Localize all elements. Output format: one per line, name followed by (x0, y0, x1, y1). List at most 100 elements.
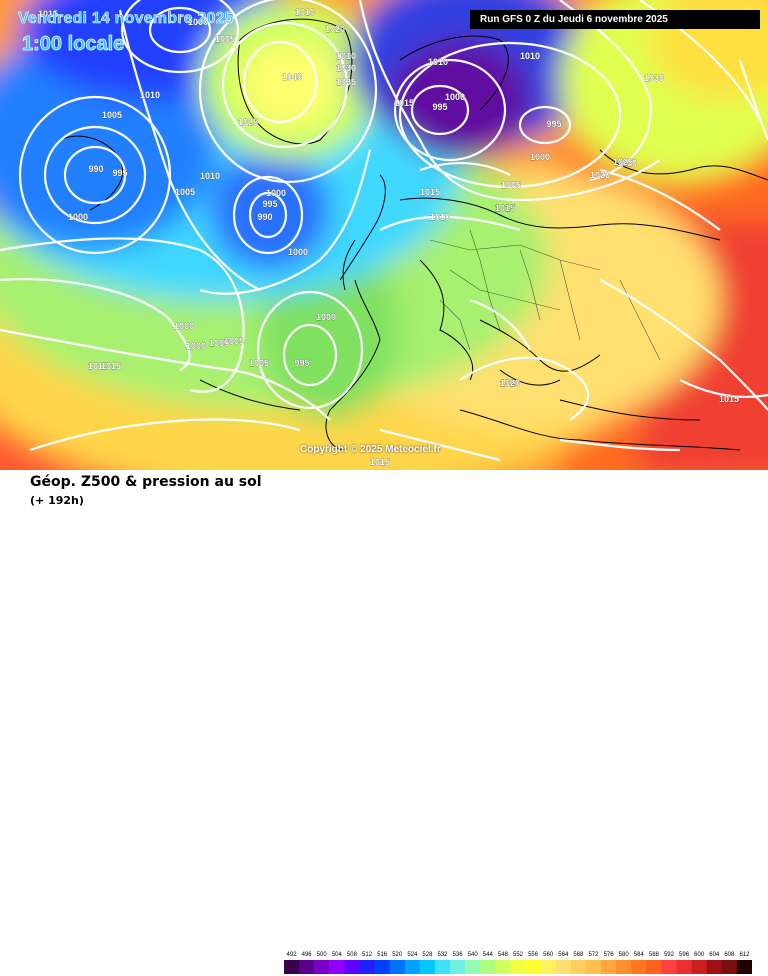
legend-tick-label: 592 (664, 952, 675, 958)
legend-tick-label: 536 (453, 952, 464, 958)
legend-swatch (736, 960, 752, 974)
isobar-label: 1010 (520, 51, 540, 61)
isobar-label: 995 (432, 102, 447, 112)
isobar-label: 1010 (140, 90, 160, 100)
isobar-label: 1015 (88, 361, 108, 371)
isobar-label: 1035 (336, 77, 356, 87)
legend-swatch (616, 960, 632, 974)
isobar-label: 1020 (617, 158, 637, 168)
legend-tick-label: 508 (347, 952, 358, 958)
legend-tick-label: 544 (483, 952, 494, 958)
isobar-label: 1015 (101, 361, 121, 371)
isobar-label: 1015 (719, 394, 739, 404)
legend-swatch (450, 960, 466, 974)
legend-tick-label: 492 (287, 952, 298, 958)
isobar-label: 1030 (336, 63, 356, 73)
coastlines (59, 18, 768, 451)
legend-swatch (374, 960, 391, 974)
isobar-label: 995 (546, 119, 561, 129)
isobar-label: 1010 (295, 7, 315, 17)
legend-swatch (434, 960, 451, 974)
country-borders (429, 229, 661, 361)
isobar-label: 1015 (495, 203, 515, 213)
legend-swatch (480, 960, 496, 974)
legend-swatch (314, 960, 330, 974)
legend-swatch (495, 960, 511, 974)
isobar-label: 1005 (215, 34, 235, 44)
isobar-label: 1005 (224, 336, 244, 346)
isobar-label: 1000 (316, 312, 336, 322)
map-footer: Géop. Z500 & pression au sol (+ 192h) 49… (0, 470, 768, 974)
legend-swatch (329, 960, 345, 974)
isobar-label: 1010 (430, 212, 450, 222)
legend-tick-label: 588 (649, 952, 660, 958)
isobar-label: 995 (262, 199, 277, 209)
legend-tick-label: 608 (724, 952, 735, 958)
run-info-box: Run GFS 0 Z du Jeudi 6 novembre 2025 (470, 10, 760, 29)
weather-map: 1015 1015 1015 1020 1020 1000 1005 1005 1010 990 9… (0, 0, 768, 470)
isobars (0, 0, 768, 462)
isobar-label: 1020 (325, 24, 345, 34)
legend-swatch (661, 960, 678, 974)
isobar-label: 1010 (336, 51, 356, 61)
legend-tick-label: 560 (543, 952, 554, 958)
isobar-label: 990 (88, 164, 103, 174)
valid-date: Vendredi 14 novembre 2025 (18, 10, 234, 28)
geopotential-field (0, 0, 768, 470)
legend-swatch (359, 960, 376, 974)
forecast-hour: (+ 192h) (30, 494, 84, 507)
legend-tick-label: 600 (694, 952, 705, 958)
isobar-label: 1000 (288, 247, 308, 257)
isobar-label: 1000 (186, 341, 206, 351)
isobar-label: 1005 (209, 338, 229, 348)
legend-swatch (570, 960, 587, 974)
legend-swatch (299, 960, 315, 974)
legend-swatch (585, 960, 602, 974)
isobar-label: 1005 (501, 180, 521, 190)
valid-time: 1:00 locale (22, 33, 125, 56)
isobar-label: 995 (112, 168, 127, 178)
legend-swatch (389, 960, 406, 974)
isobar-label: 1005 (249, 358, 269, 368)
legend-swatch (525, 960, 542, 974)
legend-tick-label: 584 (634, 952, 645, 958)
legend-tick-label: 604 (709, 952, 720, 958)
isobar-label: 1015 (394, 98, 414, 108)
legend-tick-label: 504 (332, 952, 343, 958)
legend-tick-label: 528 (422, 952, 433, 958)
legend-swatch (284, 960, 300, 974)
legend-swatch (691, 960, 708, 974)
legend-tick-label: 556 (528, 952, 539, 958)
legend-tick-label: 496 (302, 952, 313, 958)
isobar-label: 1000 (266, 188, 286, 198)
legend-tick-label: 500 (317, 952, 328, 958)
copyright-text: Copyright © 2025 Meteociel.fr (300, 444, 441, 455)
isobar-label: 1015 (495, 203, 515, 213)
legend-tick-label: 564 (558, 952, 569, 958)
legend-tick-label: 548 (498, 952, 509, 958)
legend-tick-label: 516 (377, 952, 388, 958)
legend-tick-label: 612 (739, 952, 750, 958)
isobar-label: 1020 (500, 378, 520, 388)
legend-tick-label: 596 (679, 952, 690, 958)
legend-swatch (631, 960, 647, 974)
isobar-label: 1010 (200, 171, 220, 181)
legend-swatch (555, 960, 572, 974)
isobar-label: 1020 (500, 378, 520, 388)
isobar-label: 1025 (238, 117, 258, 127)
legend-swatch (721, 960, 738, 974)
isobar-label: 1000 (68, 212, 88, 222)
legend-tick-label: 572 (588, 952, 599, 958)
legend-swatch (404, 960, 421, 974)
legend-tick-label: 568 (573, 952, 584, 958)
isobar-label: 1000 (530, 152, 550, 162)
isobar-label: 1020 (590, 170, 610, 180)
legend-swatch (344, 960, 360, 974)
isobar-label: 1030 (644, 73, 664, 83)
legend-tick-label: 576 (604, 952, 615, 958)
legend-tick-label: 512 (362, 952, 373, 958)
legend-swatch (706, 960, 723, 974)
legend-tick-label: 540 (468, 952, 479, 958)
